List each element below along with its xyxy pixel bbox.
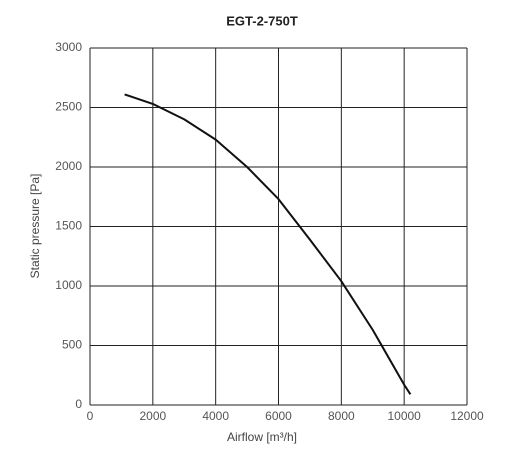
curve	[124, 93, 412, 395]
y-axis-title: Static pressure [Pa]	[28, 174, 42, 279]
y-tick-label: 0	[75, 397, 82, 411]
y-tick-label: 2000	[55, 159, 82, 173]
y-tick-label: 3000	[55, 40, 82, 54]
x-tick-label: 4000	[202, 409, 229, 423]
y-tick-label: 1000	[55, 278, 82, 292]
x-tick-label: 6000	[265, 409, 292, 423]
x-tick-label: 12000	[450, 409, 484, 423]
y-tick-label: 2500	[55, 100, 82, 114]
y-tick-label: 500	[62, 338, 82, 352]
chart-title: EGT-2-750T	[226, 13, 298, 28]
x-tick-label: 0	[87, 409, 94, 423]
x-tick-label: 8000	[328, 409, 355, 423]
x-tick-label: 10000	[387, 409, 421, 423]
x-tick-label: 2000	[139, 409, 166, 423]
x-axis-title: Airflow [m³/h]	[227, 430, 297, 444]
y-tick-label: 1500	[55, 219, 82, 233]
